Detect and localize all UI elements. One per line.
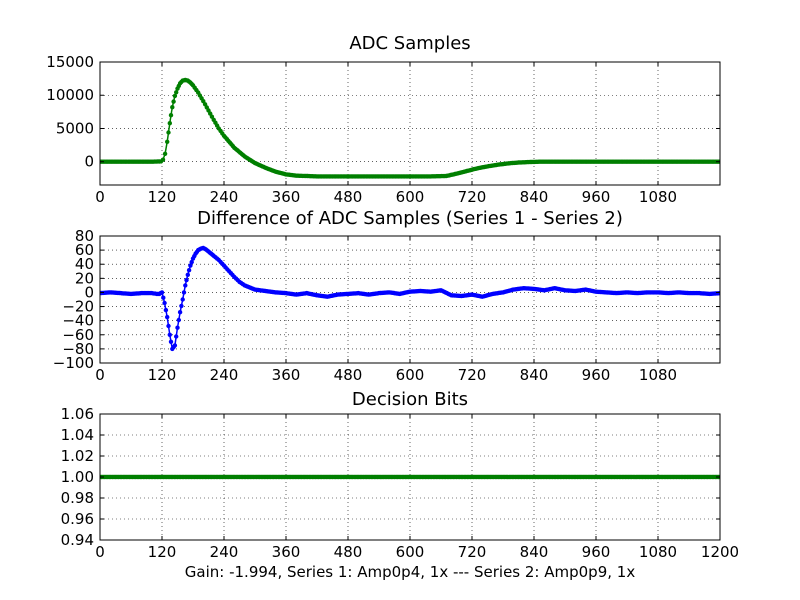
data-point <box>166 130 171 135</box>
chart-panel-decision-bits: 0 120 240 360 480 600 720 840 960 1080 1200 0.94 0.9… <box>61 389 740 561</box>
data-series-group <box>100 474 720 480</box>
y-tick-label: −60 <box>62 326 94 344</box>
data-point <box>188 263 193 268</box>
chart-title: ADC Samples <box>349 33 470 54</box>
data-point <box>166 323 171 329</box>
x-tick-label: 720 <box>458 366 487 384</box>
y-tick-label: 15000 <box>46 53 94 71</box>
y-tick-label: 0 <box>84 283 94 301</box>
data-point <box>162 151 168 156</box>
x-tick-label: 840 <box>520 188 549 206</box>
x-tick-label: 480 <box>334 543 363 561</box>
data-point <box>186 268 192 273</box>
x-tick-label: 1080 <box>639 543 677 561</box>
x-tick-label: 480 <box>334 366 363 384</box>
data-point <box>172 343 178 348</box>
x-tick-label: 0 <box>95 543 105 561</box>
data-point <box>167 121 172 126</box>
y-tick-label: 1.04 <box>61 426 94 444</box>
chart-panel-adc-samples: 0 120 240 360 480 600 720 840 960 1080 0 5000 10000 1… <box>46 33 721 206</box>
x-tick-label: 240 <box>210 543 239 561</box>
data-point <box>184 277 189 283</box>
data-point <box>176 317 181 323</box>
x-tick-label: 720 <box>458 188 487 206</box>
data-point <box>180 297 185 302</box>
x-tick-label: 240 <box>210 366 239 384</box>
x-tick-label: 0 <box>95 188 105 206</box>
x-tick-label: 360 <box>272 366 301 384</box>
y-tick-label: 1.06 <box>61 405 94 423</box>
data-point <box>160 157 166 162</box>
data-point <box>172 93 178 99</box>
y-tick-label: 40 <box>75 255 94 273</box>
x-tick-label: 120 <box>148 188 177 206</box>
data-point <box>170 105 175 110</box>
data-point <box>175 325 180 330</box>
x-tick-label: 600 <box>396 543 425 561</box>
y-tick-label: 1.02 <box>61 447 94 465</box>
data-point <box>159 290 165 295</box>
y-tick-label: 0 <box>84 153 94 171</box>
data-point <box>181 290 187 295</box>
x-tick-label: 960 <box>582 543 611 561</box>
data-series-group <box>100 245 720 352</box>
x-tick-label: 360 <box>272 188 301 206</box>
y-tick-label: −80 <box>62 340 94 358</box>
chart-panel-difference: 0 120 240 360 480 600 720 840 960 1080−100−80−60−… <box>53 208 721 384</box>
x-tick-label: 840 <box>520 543 549 561</box>
y-tick-label: 0.96 <box>61 510 94 528</box>
y-tick-label: 80 <box>75 227 94 245</box>
y-tick-label: 1.00 <box>61 468 94 486</box>
data-point <box>183 283 188 288</box>
data-point <box>165 314 170 320</box>
x-tick-label: 480 <box>334 188 363 206</box>
x-tick-label: 600 <box>396 366 425 384</box>
y-tick-label: 60 <box>75 241 94 259</box>
y-tick-label: 5000 <box>56 119 94 137</box>
x-tick-label: 360 <box>272 543 301 561</box>
data-point <box>179 303 184 309</box>
data-point <box>161 295 166 300</box>
x-tick-label: 120 <box>148 543 177 561</box>
chart-title: Difference of ADC Samples (Series 1 - Se… <box>197 208 623 229</box>
data-point <box>171 99 176 104</box>
y-tick-label: 20 <box>75 269 94 287</box>
data-point <box>168 339 174 344</box>
chart-title: Decision Bits <box>352 389 468 410</box>
data-point <box>162 300 167 306</box>
x-tick-label: 240 <box>210 188 239 206</box>
data-point <box>165 139 170 144</box>
data-point <box>168 113 174 118</box>
x-tick-label: 1080 <box>639 366 677 384</box>
x-tick-label: 600 <box>396 188 425 206</box>
data-point <box>177 310 183 315</box>
x-tick-label: 960 <box>582 366 611 384</box>
x-tick-label: 720 <box>458 543 487 561</box>
figure-caption: Gain: -1.994, Series 1: Amp0p4, 1x --- S… <box>185 563 636 581</box>
x-tick-label: 840 <box>520 366 549 384</box>
x-tick-label: 1200 <box>701 543 739 561</box>
y-tick-label: −20 <box>62 298 94 316</box>
data-point <box>174 334 179 339</box>
y-tick-label: 0.98 <box>61 489 94 507</box>
x-tick-label: 120 <box>148 366 177 384</box>
data-series-group <box>100 77 720 179</box>
x-tick-label: 0 <box>95 366 105 384</box>
x-tick-label: 1080 <box>639 188 677 206</box>
y-tick-label: −40 <box>62 312 94 330</box>
data-point <box>189 259 194 265</box>
x-tick-label: 960 <box>582 188 611 206</box>
panels: 0 120 240 360 480 600 720 840 960 108005000100001… <box>46 33 739 561</box>
data-point <box>163 307 169 313</box>
data-point <box>167 332 172 337</box>
y-tick-label: 10000 <box>46 86 94 104</box>
y-tick-label: −100 <box>53 354 94 372</box>
data-point <box>185 272 190 277</box>
data-point <box>174 90 179 95</box>
y-tick-label: 0.94 <box>61 531 94 549</box>
